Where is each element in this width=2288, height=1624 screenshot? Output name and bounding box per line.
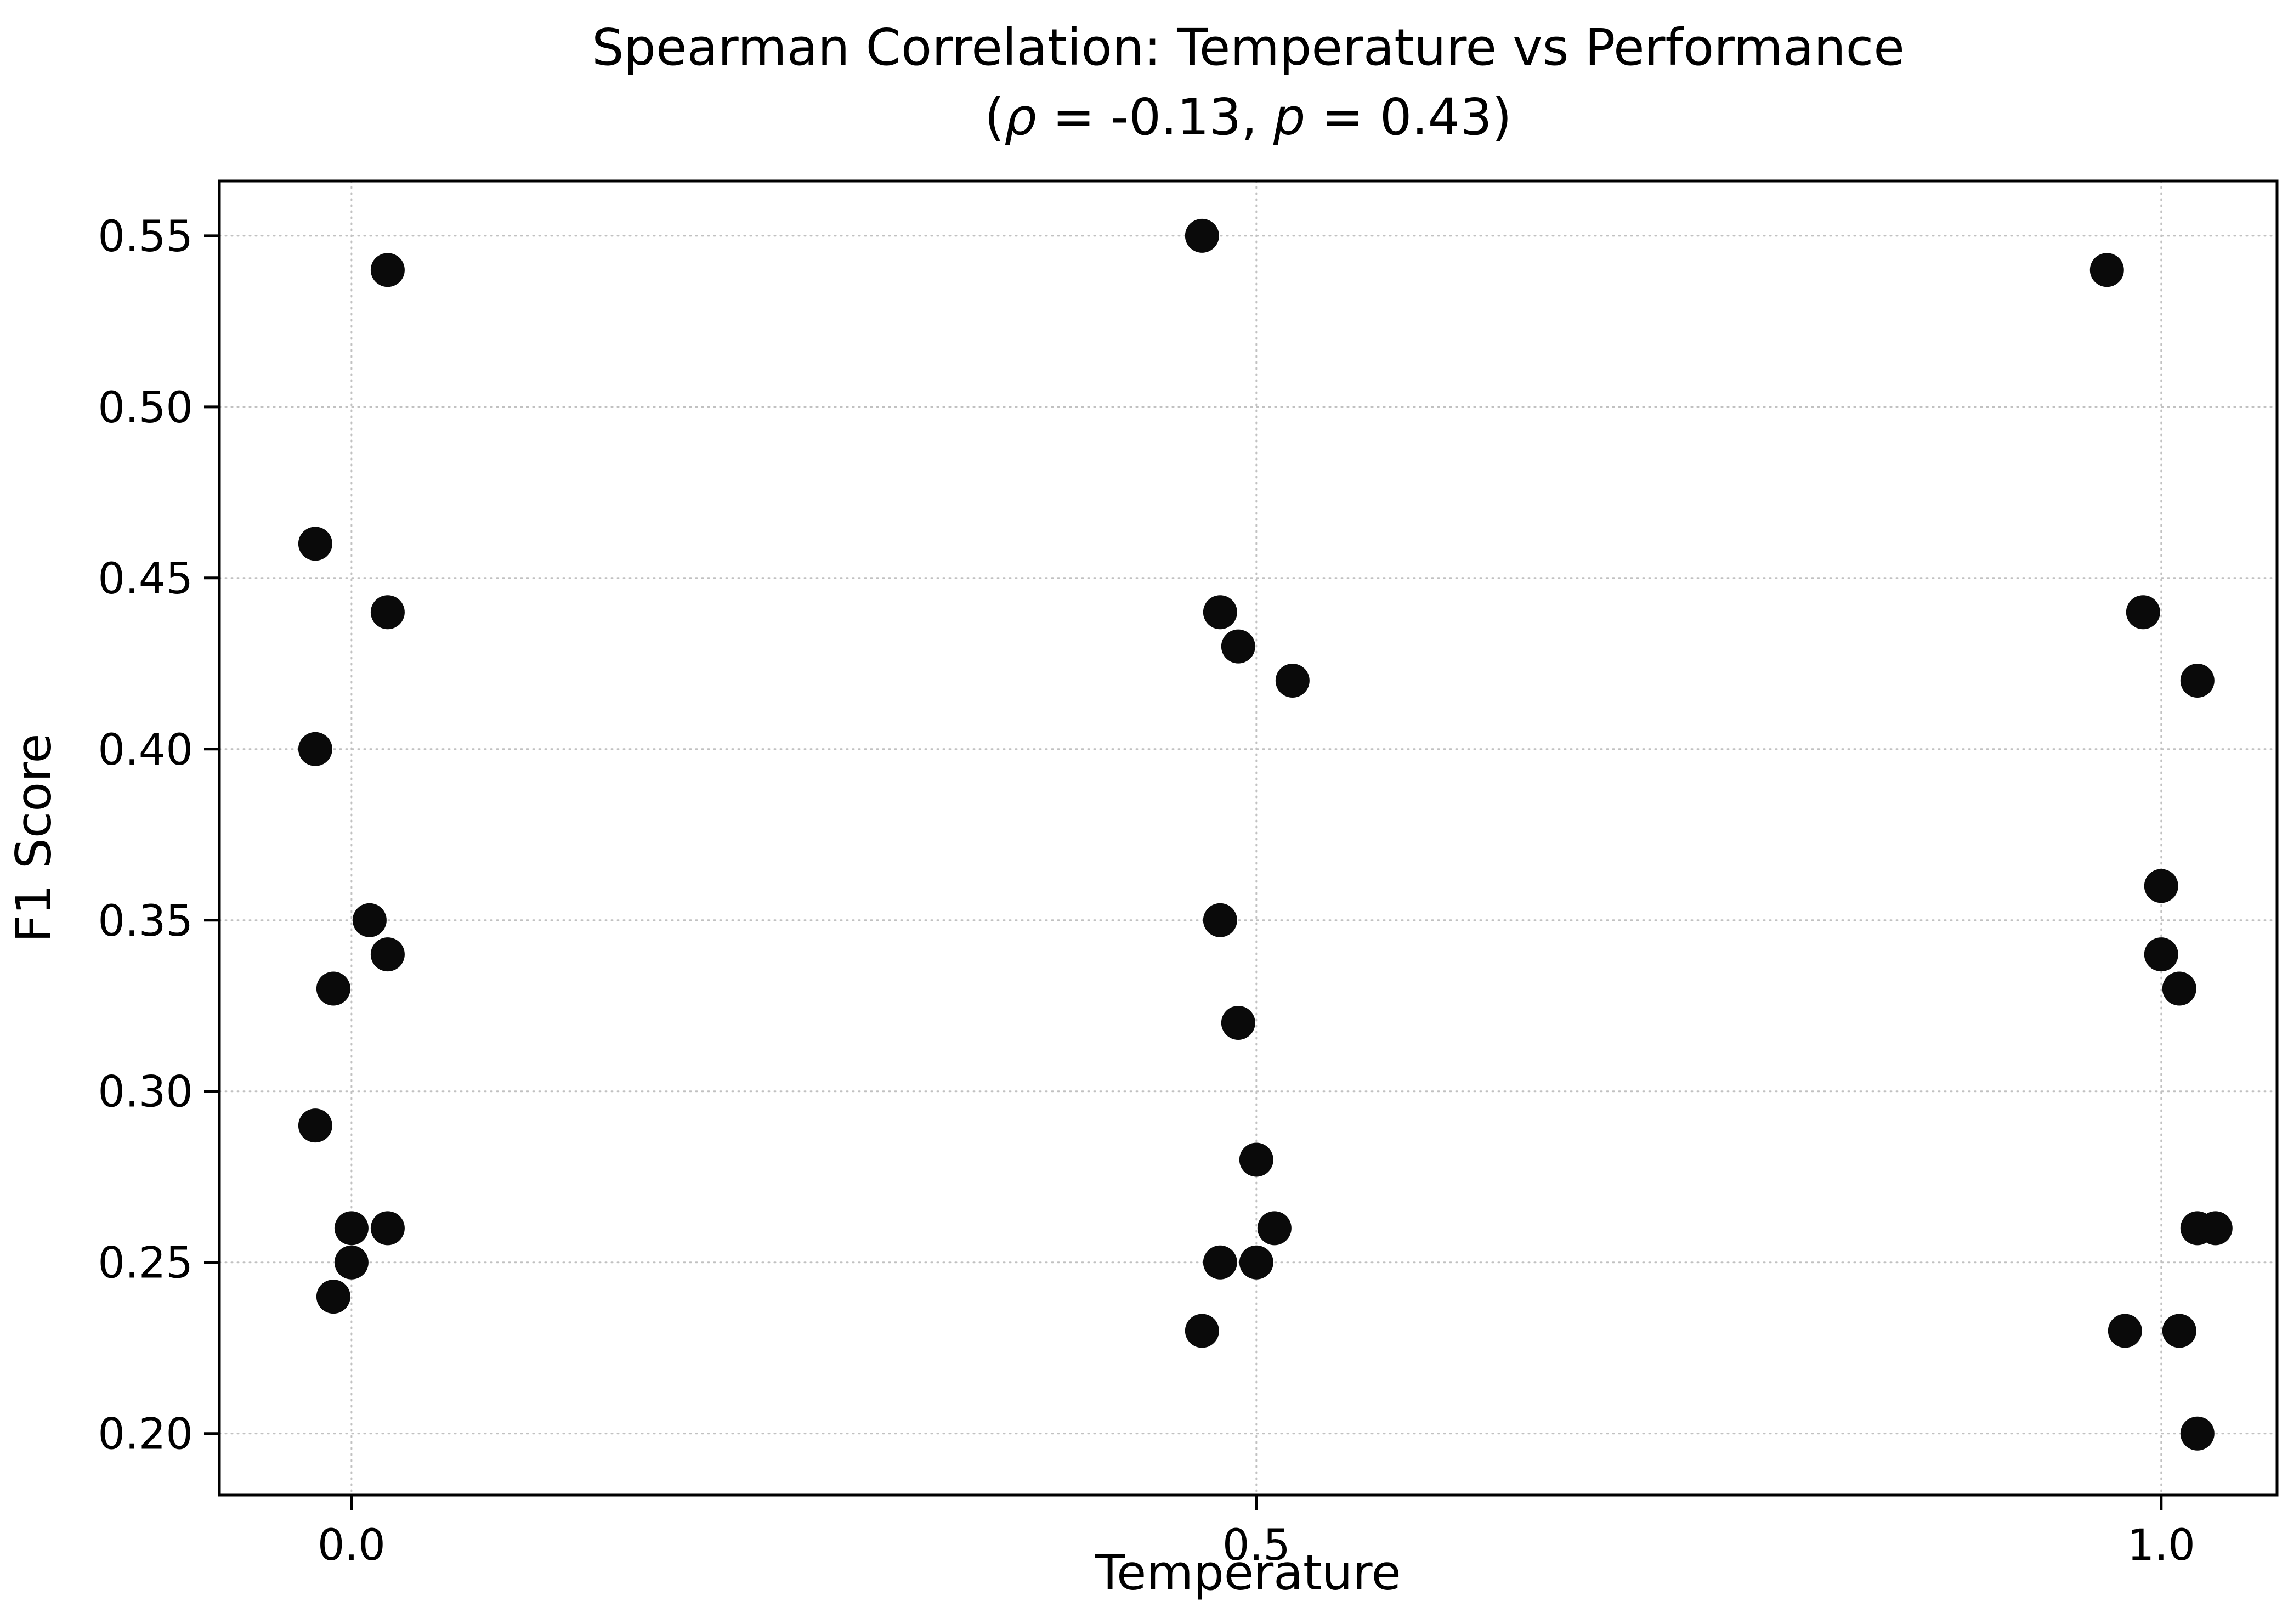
chart-subtitle-symbol: p [1273, 88, 1305, 146]
data-point [1239, 1245, 1273, 1280]
data-point [2162, 1314, 2196, 1348]
y-tick-label: 0.40 [98, 726, 193, 775]
data-point [2108, 1314, 2142, 1348]
y-tick-label: 0.45 [98, 554, 193, 604]
y-tick-label: 0.50 [98, 383, 193, 433]
data-point [1203, 1245, 1237, 1280]
chart-subtitle-text: ( [984, 88, 1004, 146]
y-tick-label: 0.20 [98, 1410, 193, 1459]
data-point [370, 253, 405, 287]
y-tick-label: 0.55 [98, 212, 193, 262]
data-point [2198, 1211, 2233, 1246]
y-tick-label: 0.30 [98, 1068, 193, 1117]
chart-subtitle-text: = 0.43) [1305, 88, 1511, 146]
data-point [2180, 663, 2215, 698]
y-axis: 0.20 0.25 0.30 0.35 0.40 0.45 0.50 0.55 [98, 212, 219, 1459]
x-axis: 0.0 0.5 1.0 [318, 1495, 2195, 1570]
data-point [2126, 595, 2160, 630]
x-tick-label: 0.0 [318, 1521, 386, 1570]
data-point [1185, 218, 1219, 253]
plot-border [218, 179, 2279, 1497]
data-point [334, 1211, 369, 1246]
data-point [1185, 1314, 1219, 1348]
y-tick-label: 0.25 [98, 1239, 193, 1288]
data-point [334, 1245, 369, 1280]
data-point [1221, 1005, 1255, 1040]
data-points [298, 218, 2233, 1451]
data-point [1275, 663, 1310, 698]
data-point [316, 971, 350, 1006]
data-point [1203, 903, 1237, 937]
data-point [1239, 1142, 1273, 1177]
data-point [2144, 937, 2178, 972]
chart-subtitle-symbol: ρ [1004, 88, 1036, 146]
data-point [1257, 1211, 1292, 1246]
data-point [1203, 595, 1237, 630]
data-point [2180, 1416, 2215, 1451]
chart-subtitle: (ρ = -0.13, p = 0.43) [984, 88, 1511, 146]
x-tick-label: 1.0 [2127, 1521, 2195, 1570]
x-axis-label: Temperature [1095, 1544, 1401, 1601]
data-point [370, 595, 405, 630]
data-point [316, 1280, 350, 1314]
data-point [2089, 253, 2124, 287]
grid [218, 180, 2278, 1496]
data-point [298, 527, 332, 561]
x-tick-label: 0.5 [1222, 1521, 1290, 1570]
y-tick-label: 0.35 [98, 897, 193, 946]
data-point [370, 937, 405, 972]
data-point [298, 1108, 332, 1143]
data-point [2162, 971, 2196, 1006]
chart-subtitle-text: = -0.13, [1037, 88, 1273, 146]
data-point [298, 732, 332, 766]
chart-title: Spearman Correlation: Temperature vs Per… [592, 18, 1905, 77]
data-point [370, 1211, 405, 1246]
data-point [2144, 869, 2178, 903]
y-axis-label: F1 Score [5, 733, 62, 942]
data-point [1221, 629, 1255, 664]
data-point [352, 903, 387, 937]
